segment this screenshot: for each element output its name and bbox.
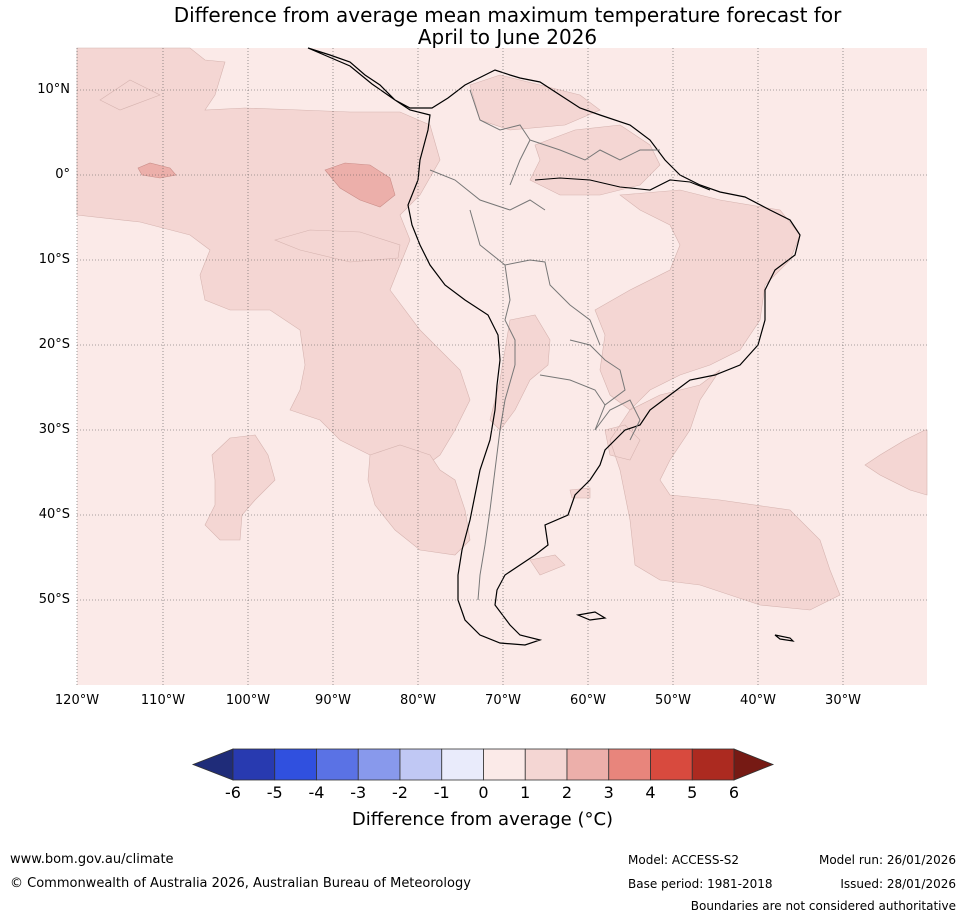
anomaly-region-eastern-pacific [76,47,471,471]
colorbar-segments [191,748,775,781]
colorbar-arrow-high [733,748,775,781]
footer-model-run: Model run: 26/01/2026 [818,853,956,867]
footer-base-period: Base period: 1981-2018 [628,877,773,891]
colorbar-tick-label: 3 [603,783,614,802]
south-georgia [774,634,795,642]
footer-issued: Issued: 28/01/2026 [840,877,956,891]
lon-label-100w: 100°W [225,693,271,708]
anomaly-region-brazil [594,189,801,411]
colorbar-tick-label: -5 [266,783,283,802]
colorbar-tick-label: 1 [520,783,531,802]
boundary-brazil-uruguay [594,399,641,441]
anomaly-regions-1-2 [76,47,928,611]
colorbar-segment [566,748,610,781]
colorbar-segment [441,748,484,781]
colorbar-tick-label: 4 [645,783,656,802]
map-title: Difference from average mean maximum tem… [0,4,965,48]
colorbar-segment [608,748,651,781]
colorbar-tick-label: 0 [478,783,489,802]
anomaly-region-southeast-pacific [367,444,471,556]
colorbar-tick-label: -2 [392,783,408,802]
lat-label-50s: 50°S [38,592,70,607]
boundary-argentina-paraguay [539,374,606,406]
latitude-gridlines [77,89,927,601]
map-title-line1: Difference from average mean maximum tem… [173,3,842,27]
colorbar-tick-label: 2 [561,783,573,802]
map-title-line2: April to June 2026 [417,25,598,49]
colorbar-segment [691,748,735,781]
lat-label-20s: 20°S [38,337,70,352]
lon-label-30w: 30°W [825,693,861,708]
lat-label-40s: 40°S [38,507,70,522]
lon-label-110w: 110°W [140,693,186,708]
anomaly-region-galapagos-warm [324,162,396,208]
lon-label-90w: 90°W [315,693,351,708]
footer-disclaimer: Boundaries are not considered authoritat… [690,899,956,913]
colorbar-arrow-low [191,748,234,781]
lon-label-40w: 40°W [740,693,776,708]
colorbar-segment [232,748,276,781]
colorbar-tick-label: -1 [433,783,450,802]
colorbar-segment [274,748,317,781]
lon-label-50w: 50°W [655,693,691,708]
colorbar-segment [524,748,568,781]
boundary-argentina-chile [477,364,516,601]
footer-website: www.bom.gov.au/climate [10,852,174,867]
colorbar-segment [650,748,693,781]
boundary-colombia-venezuela [469,89,531,186]
lat-label-30s: 30°S [38,422,70,437]
anomaly-region-southern-atlantic [604,369,841,611]
falkland-islands [575,611,607,621]
lon-label-120w: 120°W [54,693,100,708]
lon-label-60w: 60°W [570,693,606,708]
amazon-river [534,177,711,191]
colorbar-tick-label: 5 [687,783,698,802]
boundary-peru-bolivia-chile [504,264,516,365]
colorbar-tick-label: 6 [728,783,740,802]
country-boundaries [429,89,660,601]
south-america-coastline [307,47,801,646]
colorbar-segment [483,748,526,781]
anomaly-regions-2-3 [137,162,396,208]
footer-model: Model: ACCESS-S2 [628,853,740,867]
lat-label-10s: 10°S [38,252,70,267]
colorbar-tick-label: -3 [350,783,367,802]
colorbar-tick-label: -6 [225,783,241,802]
colorbar-segment [316,748,359,781]
boundary-brazil-peru-bolivia [469,209,601,346]
colorbar-segment [399,748,443,781]
lon-label-70w: 70°W [485,693,521,708]
anomaly-region-patagonia-east [529,487,591,576]
colorbar-label: Difference from average (°C) [351,809,614,830]
colorbar-tick-label: -4 [308,783,325,802]
lat-label-10n: 10°N [37,82,70,97]
longitude-gridlines [76,48,844,685]
colorbar-segment [357,748,401,781]
lat-label-0: 0° [55,167,70,182]
footer-copyright: © Commonwealth of Australia 2026, Austra… [10,876,471,891]
anomaly-region-northern-sa [469,74,661,196]
boundary-venezuela-brazil [529,139,660,161]
anomaly-region-far-east [864,429,928,496]
boundary-colombia-peru [429,169,546,211]
lon-label-80w: 80°W [400,693,436,708]
